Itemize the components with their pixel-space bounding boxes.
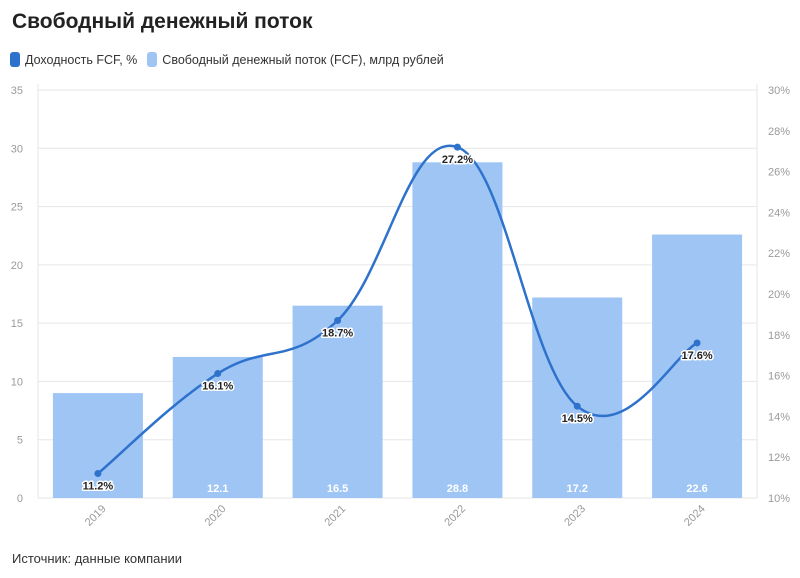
y-left-tick-label: 0	[17, 493, 23, 505]
bar	[412, 162, 503, 498]
x-tick-label: 2019	[83, 503, 109, 529]
y-right-tick-label: 22%	[768, 248, 790, 260]
y-right-tick-label: 20%	[768, 289, 790, 301]
y-right-tick-label: 30%	[768, 85, 790, 97]
yield-data-label: 11.2%	[83, 481, 114, 493]
bar	[172, 356, 263, 498]
bar	[652, 234, 743, 498]
y-left-tick-label: 10	[11, 376, 23, 388]
yield-point	[334, 317, 342, 325]
legend: Доходность FCF, % Свободный денежный пот…	[10, 52, 454, 67]
yield-data-label: 18.7%	[322, 328, 353, 340]
bar	[292, 305, 383, 498]
yield-data-label: 16.1%	[202, 381, 233, 393]
x-tick-label: 2020	[203, 503, 229, 529]
y-right-tick-label: 24%	[768, 207, 790, 219]
legend-swatch-yield	[10, 52, 20, 67]
bar-data-label: 22.6	[686, 483, 707, 495]
source-note: Источник: данные компании	[12, 551, 183, 566]
yield-data-label: 17.6%	[681, 350, 712, 362]
bar-data-label: 12.1	[207, 483, 228, 495]
legend-label-yield: Доходность FCF, %	[25, 52, 138, 67]
bar-data-label: 16.5	[327, 483, 348, 495]
y-left-tick-label: 5	[17, 435, 23, 447]
x-tick-label: 2021	[323, 503, 349, 529]
y-right-tick-label: 10%	[768, 493, 790, 505]
chart-title: Свободный денежный поток	[12, 10, 313, 33]
y-right-tick-label: 14%	[768, 411, 790, 423]
yield-data-label: 27.2%	[442, 154, 473, 166]
y-left-tick-label: 30	[11, 143, 23, 155]
x-tick-label: 2023	[562, 503, 588, 529]
legend-label-fcf: Свободный денежный поток (FCF), млрд руб…	[162, 52, 444, 67]
yield-point	[94, 470, 102, 478]
bar-data-label: 17.2	[567, 483, 588, 495]
yield-point	[214, 370, 222, 378]
legend-item-yield[interactable]: Доходность FCF, %	[10, 52, 137, 67]
y-right-tick-label: 28%	[768, 126, 790, 138]
legend-swatch-fcf	[147, 52, 158, 67]
y-left-tick-label: 35	[11, 85, 23, 97]
bar	[532, 297, 623, 498]
x-tick-label: 2024	[682, 503, 708, 529]
bar-data-label: 28.8	[447, 483, 468, 495]
yield-data-label: 14.5%	[562, 413, 593, 425]
yield-point	[453, 143, 461, 151]
y-left-tick-label: 15	[11, 318, 23, 330]
y-right-tick-label: 26%	[768, 167, 790, 179]
y-right-tick-label: 18%	[768, 330, 790, 342]
yield-point	[573, 402, 581, 410]
x-tick-label: 2022	[442, 503, 468, 529]
legend-item-fcf[interactable]: Свободный денежный поток (FCF), млрд руб…	[147, 52, 444, 67]
y-left-tick-label: 25	[11, 202, 23, 214]
y-right-tick-label: 16%	[768, 371, 790, 383]
y-right-tick-label: 12%	[768, 452, 790, 464]
y-left-tick-label: 20	[11, 260, 23, 272]
yield-point	[693, 339, 701, 347]
